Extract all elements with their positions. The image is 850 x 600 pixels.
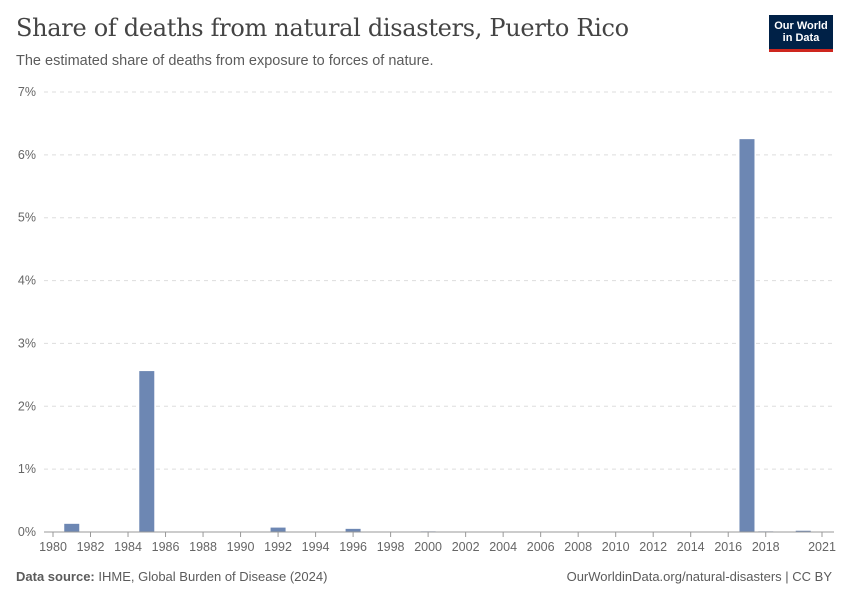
source-url-link[interactable]: OurWorldinData.org/natural-disasters | C… [566, 569, 832, 584]
x-tick-label: 1984 [114, 540, 142, 554]
x-tick-label: 1986 [152, 540, 180, 554]
x-tick-label: 2008 [564, 540, 592, 554]
x-tick-label: 2000 [414, 540, 442, 554]
chart-subtitle: The estimated share of deaths from expos… [16, 53, 434, 69]
x-tick-label: 2012 [639, 540, 667, 554]
bar[interactable] [739, 139, 755, 532]
grid-lines [44, 91, 834, 470]
bar[interactable] [139, 371, 155, 532]
owid-logo[interactable]: Our World in Data [769, 15, 833, 52]
y-tick-label: 7% [18, 85, 36, 99]
y-tick-label: 0% [18, 525, 36, 539]
x-tick-label: 1994 [302, 540, 330, 554]
x-tick-label: 2004 [489, 540, 517, 554]
x-axis: 1980 1982 1984 1986 1988 1990 1992 1994 1996 1998… [39, 531, 836, 554]
data-source-label: Data source: [16, 569, 95, 584]
x-tick-label: 1990 [227, 540, 255, 554]
logo-line-2: in Data [782, 32, 820, 44]
data-source-text: IHME, Global Burden of Disease (2024) [98, 569, 328, 584]
x-tick-label: 2002 [452, 540, 480, 554]
x-tick-label: 1988 [189, 540, 217, 554]
y-tick-label: 1% [18, 462, 36, 476]
x-tick-label: 1998 [377, 540, 405, 554]
y-tick-label: 2% [18, 399, 36, 413]
y-axis-tick-labels: 0% 1% 2% 3% 4% 5% 6% 7% [18, 85, 36, 539]
y-tick-label: 3% [18, 336, 36, 350]
y-tick-label: 5% [18, 211, 36, 225]
x-tick-label: 2016 [714, 540, 742, 554]
bar[interactable] [64, 523, 80, 532]
x-tick-label: 2010 [602, 540, 630, 554]
chart-title: Share of deaths from natural disasters, … [16, 14, 629, 42]
bar[interactable] [345, 528, 361, 532]
x-tick-label: 1992 [264, 540, 292, 554]
x-tick-label: 1980 [39, 540, 67, 554]
x-tick-label: 2006 [527, 540, 555, 554]
bar[interactable] [795, 530, 811, 532]
x-tick-label: 2018 [752, 540, 780, 554]
y-tick-label: 6% [18, 148, 36, 162]
bars [64, 139, 811, 532]
y-tick-label: 4% [18, 274, 36, 288]
bar[interactable] [270, 527, 286, 532]
data-source: Data source: IHME, Global Burden of Dise… [16, 569, 327, 584]
x-tick-label: 2021 [808, 540, 836, 554]
x-tick-label: 1982 [77, 540, 105, 554]
x-tick-label: 2014 [677, 540, 705, 554]
x-tick-label: 1996 [339, 540, 367, 554]
logo-line-1: Our World [774, 20, 828, 32]
